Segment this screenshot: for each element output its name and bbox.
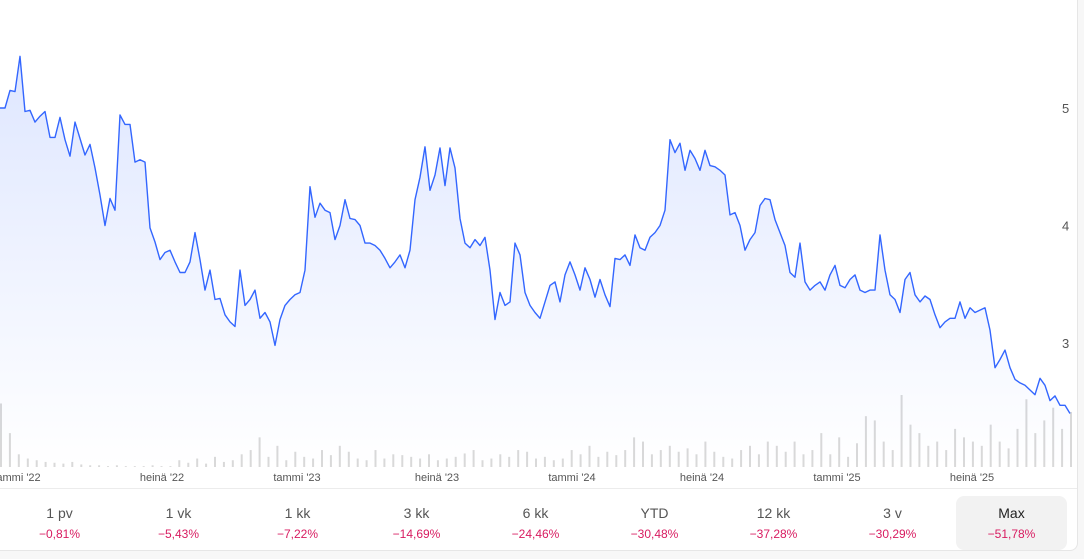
x-tick-label: tammi '22: [0, 472, 41, 484]
period-button-ytd[interactable]: YTD −30,48%: [595, 496, 714, 550]
period-label: 3 kk: [403, 504, 430, 521]
y-tick-label: 4: [1062, 219, 1069, 234]
period-button-1-pv[interactable]: 1 pv −0,81%: [0, 496, 119, 550]
x-tick-label: tammi '23: [273, 472, 320, 484]
price-line: [0, 55, 1071, 414]
period-button-1-vk[interactable]: 1 vk −5,43%: [119, 496, 238, 550]
period-button-3-v[interactable]: 3 v −30,29%: [833, 496, 952, 550]
period-label: 1 pv: [46, 504, 73, 521]
period-button-max[interactable]: Max −51,78%: [956, 496, 1067, 550]
period-change: −5,43%: [157, 526, 200, 541]
x-tick-label: heinä '23: [415, 472, 459, 484]
period-label: 1 vk: [165, 504, 192, 521]
period-change: −14,69%: [392, 526, 441, 541]
x-tick-label: heinä '22: [140, 472, 184, 484]
period-label: 6 kk: [522, 504, 549, 521]
x-tick-label: heinä '25: [950, 472, 994, 484]
period-button-1-kk[interactable]: 1 kk −7,22%: [238, 496, 357, 550]
price-chart[interactable]: 5 4 3 tammi '22 heinä '22 tammi '23 heinä '23…: [0, 0, 1077, 488]
period-label: 1 kk: [284, 504, 311, 521]
period-change: −30,48%: [630, 526, 679, 541]
period-change: −37,28%: [749, 526, 798, 541]
period-change: −30,29%: [868, 526, 917, 541]
x-tick-label: tammi '25: [813, 472, 860, 484]
y-tick-label: 5: [1062, 101, 1069, 116]
period-change: −51,78%: [987, 526, 1036, 541]
volume-bar: [1070, 411, 1072, 467]
period-change: −7,22%: [276, 526, 319, 541]
period-label: YTD: [640, 504, 669, 521]
period-change: −0,81%: [38, 526, 81, 541]
period-button-3-kk[interactable]: 3 kk −14,69%: [357, 496, 476, 550]
price-area: [0, 56, 1070, 468]
period-selector: 1 pv −0,81% 1 vk −5,43% 1 kk −7,22% 3 kk −14,69…: [0, 488, 1077, 550]
period-button-12-kk[interactable]: 12 kk −37,28%: [714, 496, 833, 550]
x-tick-label: tammi '24: [548, 472, 595, 484]
period-button-6-kk[interactable]: 6 kk −24,46%: [476, 496, 595, 550]
y-tick-label: 3: [1062, 336, 1069, 351]
period-label: 12 kk: [756, 504, 791, 521]
x-tick-label: heinä '24: [680, 472, 724, 484]
period-label: 3 v: [883, 504, 902, 521]
period-change: −24,46%: [511, 526, 560, 541]
period-label: Max: [998, 504, 1025, 521]
